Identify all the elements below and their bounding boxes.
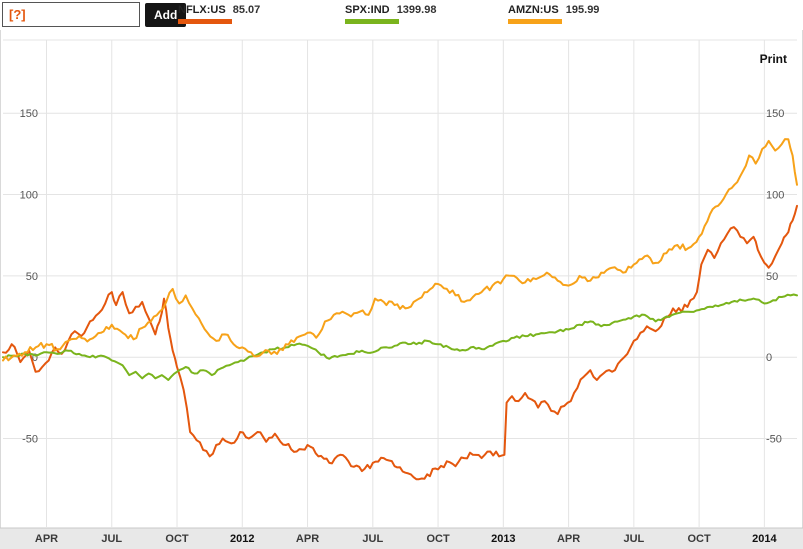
y-tick-label-left: -50: [22, 434, 38, 446]
series-line-spx-ind: [2, 293, 798, 381]
legend-value: 85.07: [232, 4, 261, 16]
x-tick-label: 2012: [230, 533, 254, 545]
series-line-amzn-us: [2, 138, 798, 362]
x-tick-label: APR: [296, 533, 319, 545]
x-tick-label: JUL: [362, 533, 383, 545]
x-tick-label: JUL: [101, 533, 122, 545]
legend-label: AMZN:US 195.99: [508, 4, 599, 16]
x-tick-label: OCT: [687, 533, 711, 545]
legend-label: SPX:IND 1399.98: [345, 4, 436, 16]
legend-swatch-amzn: [508, 19, 562, 24]
toolbar: Add NFLX:US 85.07 SPX:IND 1399.98 AMZN:U…: [0, 0, 803, 30]
legend-item-spx[interactable]: SPX:IND 1399.98: [345, 4, 436, 24]
y-tick-label-right: 50: [766, 271, 778, 283]
y-tick-label-right: 150: [766, 108, 784, 120]
y-tick-label-right: 0: [766, 352, 772, 364]
legend-swatch-nflx: [178, 19, 232, 24]
legend-item-nflx[interactable]: NFLX:US 85.07: [178, 4, 260, 24]
x-axis-band: [0, 528, 803, 549]
x-tick-label: JUL: [623, 533, 644, 545]
legend-label: NFLX:US 85.07: [178, 4, 260, 16]
x-tick-label: 2014: [752, 533, 777, 545]
x-tick-label: 2013: [491, 533, 515, 545]
y-tick-label-right: 100: [766, 190, 784, 202]
legend-ticker: AMZN:US: [508, 4, 559, 16]
legend-ticker: NFLX:US: [178, 4, 226, 16]
legend-ticker: SPX:IND: [345, 4, 390, 16]
y-tick-label-left: 0: [32, 352, 38, 364]
x-tick-label: OCT: [165, 533, 189, 545]
legend-item-amzn[interactable]: AMZN:US 195.99: [508, 4, 599, 24]
y-tick-label-right: -50: [766, 434, 782, 446]
legend-value: 1399.98: [396, 4, 437, 16]
add-button[interactable]: Add: [145, 3, 187, 27]
x-tick-label: APR: [35, 533, 58, 545]
legend-swatch-spx: [345, 19, 399, 24]
legend-value: 195.99: [565, 4, 600, 16]
symbol-input[interactable]: [2, 2, 140, 27]
y-tick-label-left: 150: [20, 108, 38, 120]
y-tick-label-left: 100: [20, 190, 38, 202]
x-tick-label: APR: [557, 533, 580, 545]
x-tick-label: OCT: [426, 533, 450, 545]
y-tick-label-left: 50: [26, 271, 38, 283]
print-button[interactable]: Print: [759, 52, 787, 66]
